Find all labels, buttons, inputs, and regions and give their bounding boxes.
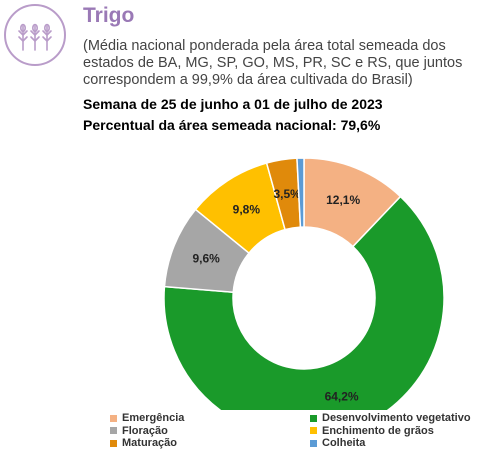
- slice-label-2: 9,6%: [192, 252, 220, 266]
- sown-area-percent: Percentual da área semeada nacional: 79,…: [83, 117, 381, 133]
- wheat-logo-icon: [4, 4, 66, 66]
- slice-label-1: 64,2%: [325, 390, 359, 404]
- week-label: Semana de 25 de junho a 01 de julho de 2…: [83, 96, 383, 112]
- legend-item-0: Emergência: [110, 412, 310, 425]
- legend-swatch: [110, 427, 117, 435]
- legend-swatch: [110, 414, 117, 422]
- legend-item-4: Maturação: [110, 437, 310, 450]
- page-subtitle: (Média nacional ponderada pela área tota…: [83, 38, 463, 88]
- legend-label: Emergência: [122, 412, 185, 425]
- slice-1: [163, 195, 445, 410]
- legend-swatch: [310, 439, 317, 447]
- legend-label: Floração: [122, 424, 168, 437]
- legend-label: Maturação: [122, 437, 178, 450]
- legend-label: Colheita: [322, 437, 366, 450]
- legend-item-1: Desenvolvimento vegetativo: [310, 412, 480, 425]
- slice-label-4: 3,5%: [273, 187, 301, 201]
- legend-item-3: Enchimento de grãos: [310, 425, 480, 438]
- slice-label-0: 12,1%: [326, 193, 360, 207]
- chart-legend: Emergência Desenvolvimento vegetativo Flor…: [110, 412, 480, 450]
- page-title: Trigo: [83, 4, 135, 27]
- slice-label-3: 9,8%: [233, 203, 261, 217]
- legend-swatch: [310, 414, 317, 422]
- legend-swatch: [110, 439, 117, 447]
- legend-swatch: [310, 427, 317, 435]
- donut-chart: 12,1% 64,2% 9,6% 9,8% 3,5%: [163, 157, 445, 410]
- legend-item-2: Floração: [110, 425, 310, 438]
- legend-item-5: Colheita: [310, 437, 480, 450]
- legend-label: Desenvolvimento vegetativo: [322, 412, 471, 425]
- slice-5: [296, 157, 305, 228]
- legend-label: Enchimento de grãos: [322, 424, 434, 437]
